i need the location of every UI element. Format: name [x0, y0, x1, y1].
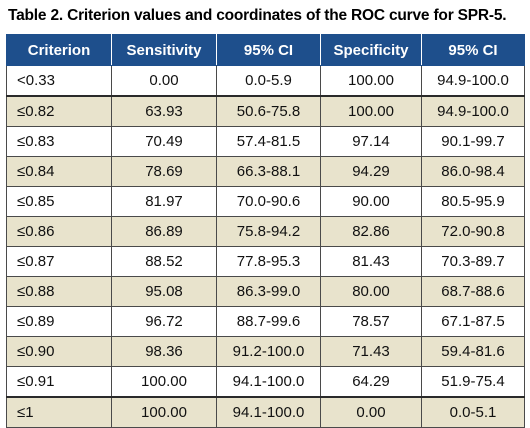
table-row: ≤0.88 95.08 86.3-99.0 80.00 68.7-88.6 [6, 276, 525, 307]
cell-criterion: ≤0.84 [6, 156, 112, 187]
cell-criterion: ≤0.86 [6, 216, 112, 247]
header-specificity: Specificity [320, 34, 422, 66]
cell-sensitivity-ci: 0.0-5.9 [216, 65, 321, 97]
cell-sensitivity-ci: 94.1-100.0 [216, 366, 321, 398]
cell-specificity: 81.43 [320, 246, 422, 277]
cell-specificity-ci: 90.1-99.7 [421, 126, 525, 157]
table-row: <0.33 0.00 0.0-5.9 100.00 94.9-100.0 [6, 65, 525, 97]
roc-table-container: Criterion Sensitivity 95% CI Specificity… [6, 34, 525, 428]
cell-criterion: ≤0.83 [6, 126, 112, 157]
cell-criterion: ≤0.88 [6, 276, 112, 307]
cell-specificity-ci: 67.1-87.5 [421, 306, 525, 337]
cell-sensitivity: 0.00 [111, 65, 217, 97]
cell-specificity: 71.43 [320, 336, 422, 367]
cell-criterion: ≤0.87 [6, 246, 112, 277]
cell-sensitivity-ci: 75.8-94.2 [216, 216, 321, 247]
roc-criterion-table: Criterion Sensitivity 95% CI Specificity… [6, 34, 525, 428]
cell-specificity-ci: 72.0-90.8 [421, 216, 525, 247]
table-row: ≤0.87 88.52 77.8-95.3 81.43 70.3-89.7 [6, 246, 525, 277]
cell-criterion: ≤0.82 [6, 95, 112, 127]
cell-criterion: ≤0.91 [6, 366, 112, 398]
cell-specificity-ci: 94.9-100.0 [421, 95, 525, 127]
cell-sensitivity: 88.52 [111, 246, 217, 277]
cell-sensitivity-ci: 91.2-100.0 [216, 336, 321, 367]
table-header-row: Criterion Sensitivity 95% CI Specificity… [6, 34, 525, 66]
cell-specificity-ci: 68.7-88.6 [421, 276, 525, 307]
cell-specificity: 90.00 [320, 186, 422, 217]
cell-specificity-ci: 70.3-89.7 [421, 246, 525, 277]
cell-criterion: <0.33 [6, 65, 112, 97]
cell-sensitivity: 81.97 [111, 186, 217, 217]
cell-specificity: 0.00 [320, 396, 422, 428]
cell-sensitivity: 95.08 [111, 276, 217, 307]
header-criterion: Criterion [6, 34, 112, 66]
header-sensitivity: Sensitivity [111, 34, 217, 66]
cell-criterion: ≤0.90 [6, 336, 112, 367]
cell-specificity: 78.57 [320, 306, 422, 337]
table-row: ≤0.86 86.89 75.8-94.2 82.86 72.0-90.8 [6, 216, 525, 247]
table-row: ≤0.85 81.97 70.0-90.6 90.00 80.5-95.9 [6, 186, 525, 217]
cell-specificity-ci: 94.9-100.0 [421, 65, 525, 97]
cell-criterion: ≤0.85 [6, 186, 112, 217]
cell-sensitivity: 100.00 [111, 396, 217, 428]
cell-specificity-ci: 80.5-95.9 [421, 186, 525, 217]
cell-specificity: 97.14 [320, 126, 422, 157]
cell-sensitivity: 86.89 [111, 216, 217, 247]
cell-sensitivity: 100.00 [111, 366, 217, 398]
header-sensitivity-ci: 95% CI [216, 34, 321, 66]
cell-specificity: 80.00 [320, 276, 422, 307]
header-specificity-ci: 95% CI [421, 34, 525, 66]
cell-specificity: 94.29 [320, 156, 422, 187]
cell-specificity: 64.29 [320, 366, 422, 398]
cell-specificity-ci: 59.4-81.6 [421, 336, 525, 367]
cell-sensitivity-ci: 70.0-90.6 [216, 186, 321, 217]
cell-sensitivity-ci: 50.6-75.8 [216, 95, 321, 127]
table-caption: Table 2. Criterion values and coordinate… [8, 7, 507, 24]
cell-sensitivity-ci: 88.7-99.6 [216, 306, 321, 337]
cell-specificity-ci: 51.9-75.4 [421, 366, 525, 398]
table-row: ≤0.83 70.49 57.4-81.5 97.14 90.1-99.7 [6, 126, 525, 157]
cell-sensitivity: 63.93 [111, 95, 217, 127]
cell-sensitivity-ci: 66.3-88.1 [216, 156, 321, 187]
table-row: ≤0.82 63.93 50.6-75.8 100.00 94.9-100.0 [6, 95, 525, 127]
cell-sensitivity: 70.49 [111, 126, 217, 157]
cell-specificity-ci: 86.0-98.4 [421, 156, 525, 187]
cell-sensitivity: 96.72 [111, 306, 217, 337]
table-row: ≤0.84 78.69 66.3-88.1 94.29 86.0-98.4 [6, 156, 525, 187]
cell-sensitivity-ci: 57.4-81.5 [216, 126, 321, 157]
table-row: ≤1 100.00 94.1-100.0 0.00 0.0-5.1 [6, 396, 525, 428]
cell-specificity-ci: 0.0-5.1 [421, 396, 525, 428]
cell-sensitivity-ci: 77.8-95.3 [216, 246, 321, 277]
cell-specificity: 100.00 [320, 95, 422, 127]
cell-sensitivity: 78.69 [111, 156, 217, 187]
cell-sensitivity-ci: 94.1-100.0 [216, 396, 321, 428]
cell-sensitivity: 98.36 [111, 336, 217, 367]
cell-sensitivity-ci: 86.3-99.0 [216, 276, 321, 307]
cell-criterion: ≤0.89 [6, 306, 112, 337]
cell-specificity: 82.86 [320, 216, 422, 247]
table-row: ≤0.89 96.72 88.7-99.6 78.57 67.1-87.5 [6, 306, 525, 337]
cell-specificity: 100.00 [320, 65, 422, 97]
table-row: ≤0.90 98.36 91.2-100.0 71.43 59.4-81.6 [6, 336, 525, 367]
cell-criterion: ≤1 [6, 396, 112, 428]
table-row: ≤0.91 100.00 94.1-100.0 64.29 51.9-75.4 [6, 366, 525, 398]
